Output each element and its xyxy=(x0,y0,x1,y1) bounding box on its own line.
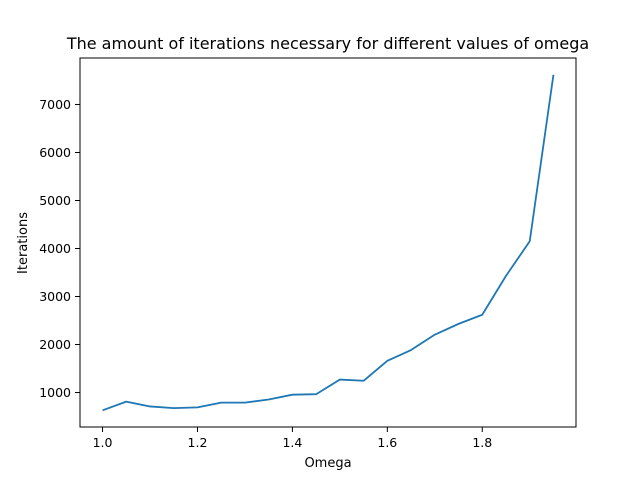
data-point xyxy=(339,379,341,381)
x-tick-label: 1.0 xyxy=(93,435,113,450)
y-tick-label: 4000 xyxy=(39,241,71,256)
data-point xyxy=(529,240,531,242)
data-point xyxy=(315,393,317,395)
chart-title: The amount of iterations necessary for d… xyxy=(66,34,589,53)
y-axis-label: Iterations xyxy=(16,212,31,274)
x-tick-label: 1.6 xyxy=(377,435,397,450)
y-tick-label: 3000 xyxy=(39,289,71,304)
data-point xyxy=(268,398,270,400)
series-line xyxy=(102,74,555,412)
data-point xyxy=(102,409,104,411)
x-tick-label: 1.8 xyxy=(472,435,492,450)
data-point xyxy=(173,407,175,409)
data-point xyxy=(505,275,507,277)
data-point xyxy=(458,323,460,325)
y-axis: 1000 2000 3000 4000 5000 6000 7000 xyxy=(39,97,80,400)
x-tick-label: 1.4 xyxy=(282,435,302,450)
data-point xyxy=(125,401,127,403)
y-tick-label: 1000 xyxy=(39,385,71,400)
data-point xyxy=(410,349,412,351)
data-point xyxy=(196,406,198,408)
data-point xyxy=(552,74,554,76)
data-point xyxy=(481,314,483,316)
y-tick-label: 2000 xyxy=(39,337,71,352)
y-tick-label: 7000 xyxy=(39,97,71,112)
plot-area-frame xyxy=(79,57,577,428)
data-point xyxy=(244,402,246,404)
x-tick-label: 1.2 xyxy=(188,435,208,450)
x-axis-label: Omega xyxy=(304,456,351,471)
data-point xyxy=(149,405,151,407)
data-point xyxy=(386,360,388,362)
data-point xyxy=(434,334,436,336)
x-axis: 1.0 1.2 1.4 1.6 1.8 xyxy=(93,427,492,450)
data-points xyxy=(102,74,555,412)
data-point xyxy=(291,394,293,396)
y-tick-label: 5000 xyxy=(39,193,71,208)
data-point xyxy=(220,402,222,404)
data-point xyxy=(363,380,365,382)
y-tick-label: 6000 xyxy=(39,145,71,160)
